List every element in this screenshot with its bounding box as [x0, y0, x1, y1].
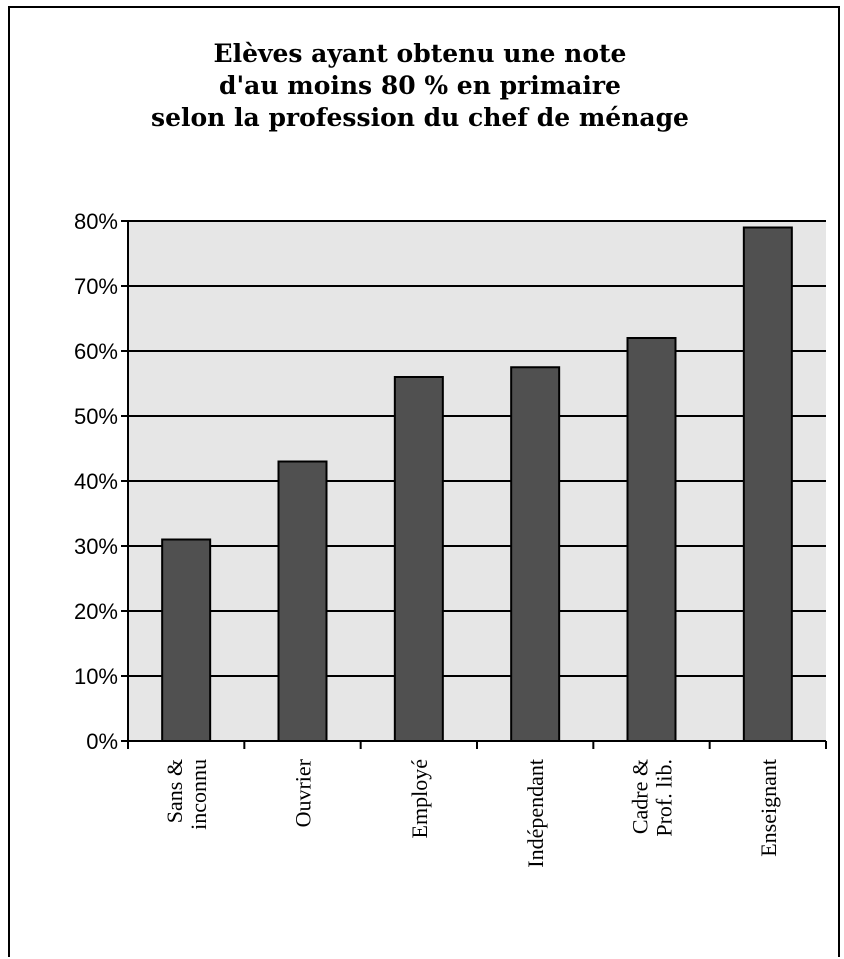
x-category-label: Cadre & — [628, 759, 653, 834]
x-category-label: inconnu — [186, 759, 211, 830]
y-tick-label: 20% — [74, 599, 118, 624]
y-tick-label: 60% — [74, 339, 118, 364]
y-tick-label: 0% — [86, 729, 118, 754]
y-tick-label: 30% — [74, 534, 118, 559]
chart-title-line-3: selon la profession du chef de ménage — [151, 103, 689, 132]
y-tick-label: 10% — [74, 664, 118, 689]
bar — [277, 460, 328, 742]
x-category-label: Employé — [407, 759, 432, 838]
bar — [393, 376, 444, 742]
bar — [510, 366, 561, 742]
y-tick-label: 80% — [74, 209, 118, 234]
chart-title: Elèves ayant obtenu une note d'au moins … — [60, 38, 780, 134]
y-tick-label: 50% — [74, 404, 118, 429]
bar — [161, 538, 212, 742]
x-category-label: Ouvrier — [291, 758, 316, 827]
y-tick-label: 70% — [74, 274, 118, 299]
x-category-label: Sans & — [162, 759, 187, 823]
chart-title-line-1: Elèves ayant obtenu une note — [213, 39, 627, 68]
x-category-label: Enseignant — [756, 759, 781, 857]
x-category-label: Prof. lib. — [652, 759, 677, 837]
bar — [626, 337, 677, 742]
y-tick-label: 40% — [74, 469, 118, 494]
chart-title-line-2: d'au moins 80 % en primaire — [219, 71, 621, 100]
x-category-label: Indépendant — [523, 759, 548, 868]
bar — [742, 226, 793, 742]
